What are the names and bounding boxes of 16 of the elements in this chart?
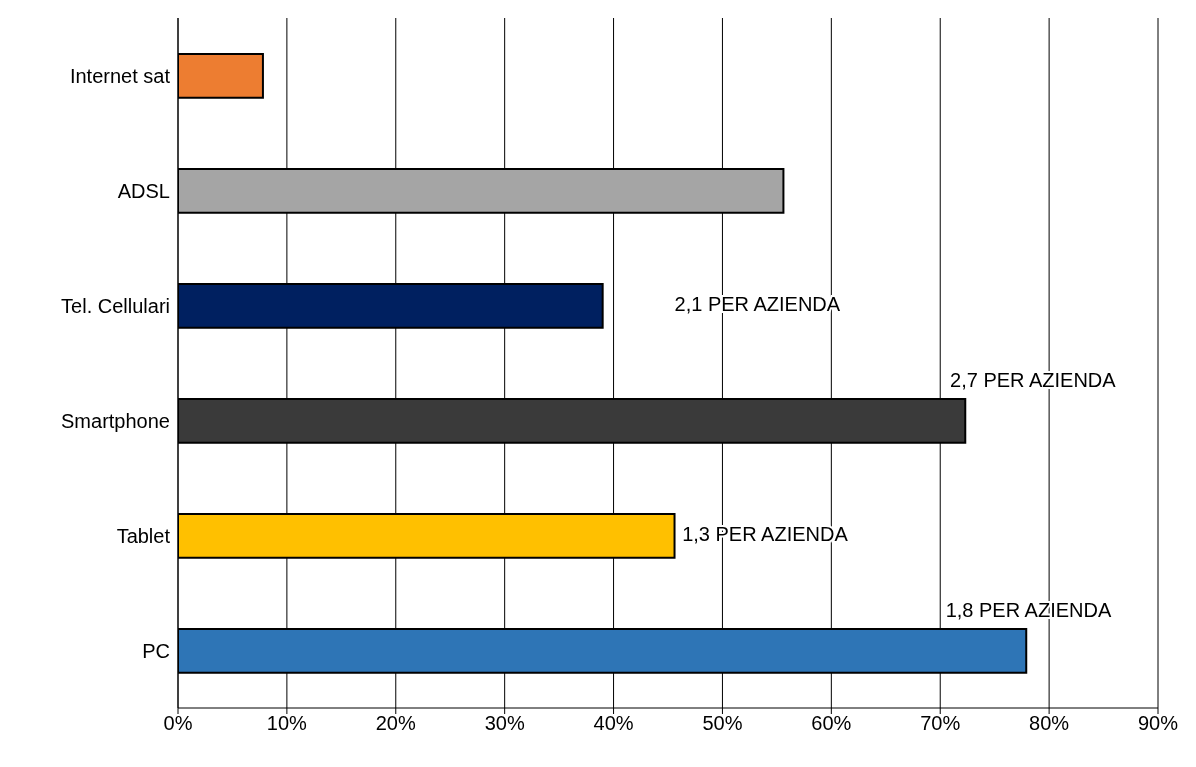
y-tick-label: Internet sat: [69, 64, 171, 87]
x-tick-label: 70%: [920, 712, 961, 735]
x-tick-label: 40%: [593, 712, 634, 735]
x-tick-label: 90%: [1137, 712, 1179, 735]
x-tick-label: 80%: [1029, 712, 1070, 735]
x-tick-label: 20%: [375, 712, 417, 735]
x-tick-label: 30%: [484, 712, 525, 735]
y-tick-label: Tablet: [116, 524, 171, 547]
y-tick-label: Smartphone: [61, 409, 170, 432]
x-tick-label: 50%: [702, 712, 743, 735]
y-tick-label: ADSL: [117, 179, 170, 202]
x-tick-label: 60%: [811, 712, 852, 735]
y-tick-label: Tel. Cellulari: [61, 294, 170, 317]
x-tick-label: 10%: [266, 712, 308, 735]
x-tick-label: 0%: [163, 712, 193, 735]
y-tick-label: PC: [142, 639, 170, 662]
